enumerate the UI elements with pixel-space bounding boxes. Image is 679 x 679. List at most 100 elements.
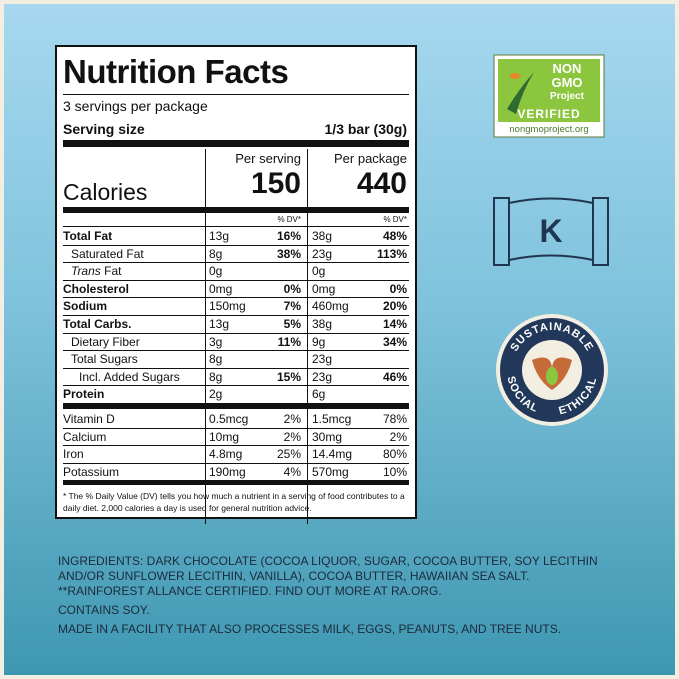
amount-serving: 8g [209,369,223,384]
column-rule [205,149,206,524]
rule [63,385,409,387]
amount-package: 30mg [312,429,343,444]
dv-serving: 11% [277,334,301,349]
nutrient-name: Total Carbs. [63,317,132,331]
ingredients: INGREDIENTS: DARK CHOCOLATE (COCOA LIQUO… [58,554,618,641]
per-package: Per package [334,151,407,166]
rule [63,315,409,316]
dv-serving: 16% [276,229,301,243]
dv-package: 0% [389,281,407,296]
amount-serving: 13g [209,229,230,243]
nutrient-name: Iron [63,447,84,462]
logo-text: Project [550,91,585,102]
amount-package: 38g [312,317,333,331]
amount-package: 9g [312,334,326,349]
rule [63,279,409,281]
dv-header: % DV* [383,215,407,224]
thick-rule [63,140,409,147]
ingredient-line: CONTAINS SOY. [58,603,150,617]
dv-package: 10% [382,464,407,479]
dv-serving: 0% [283,281,301,296]
logo-text: VERIFIED [517,107,580,121]
calories-package: 440 [356,167,407,200]
amount-package: 23g [312,352,333,367]
logo-text: GMO [551,75,582,90]
dv-package: 14% [382,317,407,331]
dv-package: 34% [382,334,407,349]
amount-serving: 2g [209,387,223,402]
kosher-logo: K [493,197,609,266]
dv-package: 46% [382,369,407,384]
footnote: * The % Daily Value (DV) tells you how m… [63,491,405,513]
rule [63,332,409,334]
logo-text: NON [553,61,582,76]
amount-serving: 0mg [209,281,233,296]
rule [63,445,409,447]
ingredient-line: INGREDIENTS: DARK CHOCOLATE (COCOA LIQUO… [58,554,598,583]
nutrient-name: Vitamin D [63,412,115,426]
kosher-k: K [539,213,562,249]
nutrient-name: Calcium [63,429,107,444]
amount-serving: 0.5mcg [209,412,249,426]
amount-package: 23g [312,369,333,384]
logos: NON GMO Project VERIFIED nongmoproject.o… [493,54,609,426]
dv-serving: 2% [283,429,301,444]
dv-package: 80% [382,447,407,462]
amount-package: 6g [312,387,326,402]
dv-package: 113% [376,246,407,261]
rule [63,226,409,227]
nutrient-name: Potassium [63,464,120,479]
nutrient-name: Protein [63,387,105,402]
logo-text: nongmoproject.org [509,124,588,135]
rule [63,244,409,246]
nutrient-name: Total Fat [63,229,113,243]
nutrient-name: Trans Fat [71,264,122,279]
servings: 3 servings per package [63,98,208,114]
dv-serving: 15% [276,369,301,384]
per-serving: Per serving [235,151,301,166]
amount-package: 14.4mg [312,447,353,462]
nutrient-name: Dietary Fiber [71,334,140,349]
sustainable-logo: SUSTAINABLE SOCIAL ETHICAL [496,314,608,426]
nutrient-name: Cholesterol [63,281,130,296]
amount-serving: 0g [209,264,223,279]
amount-serving: 190mg [209,464,246,479]
dv-serving: 25% [276,447,301,462]
rule [63,427,409,429]
thick-rule [63,207,409,213]
amount-serving: 150mg [209,299,246,314]
amount-serving: 10mg [209,429,240,444]
nutrition-label: Nutrition Facts 3 servings per package S… [55,45,417,524]
thick-rule [63,480,409,486]
amount-package: 38g [312,229,333,243]
dv-header: % DV* [277,215,301,224]
amount-serving: 8g [209,352,223,367]
dv-package: 2% [389,429,407,444]
rule [63,462,409,464]
nutrient-name: Saturated Fat [71,246,144,261]
rule [63,367,409,369]
dv-serving: 4% [283,464,301,479]
serving-size: 1/3 bar (30g) [324,121,407,137]
label-title: Nutrition Facts [63,53,289,90]
amount-package: 0mg [312,281,336,296]
amount-serving: 4.8mg [209,447,243,462]
nutrient-name: Total Sugars [71,352,138,367]
amount-package: 23g [312,246,333,261]
amount-package: 460mg [312,299,349,314]
column-rule [307,149,308,524]
rule [63,297,409,299]
non-gmo-logo: NON GMO Project VERIFIED nongmoproject.o… [493,54,605,138]
calories-label: Calories [63,179,148,205]
ingredient-line: **RAINFOREST ALLANCE CERTIFIED. FIND OUT… [58,584,442,598]
amount-serving: 13g [209,317,230,331]
dv-package: 78% [382,412,407,426]
amount-serving: 8g [209,246,223,261]
rule [63,262,409,264]
amount-package: 570mg [312,464,349,479]
amount-package: 1.5mcg [312,412,352,426]
rule [63,94,409,95]
dv-serving: 2% [283,412,301,426]
rule [63,350,409,352]
